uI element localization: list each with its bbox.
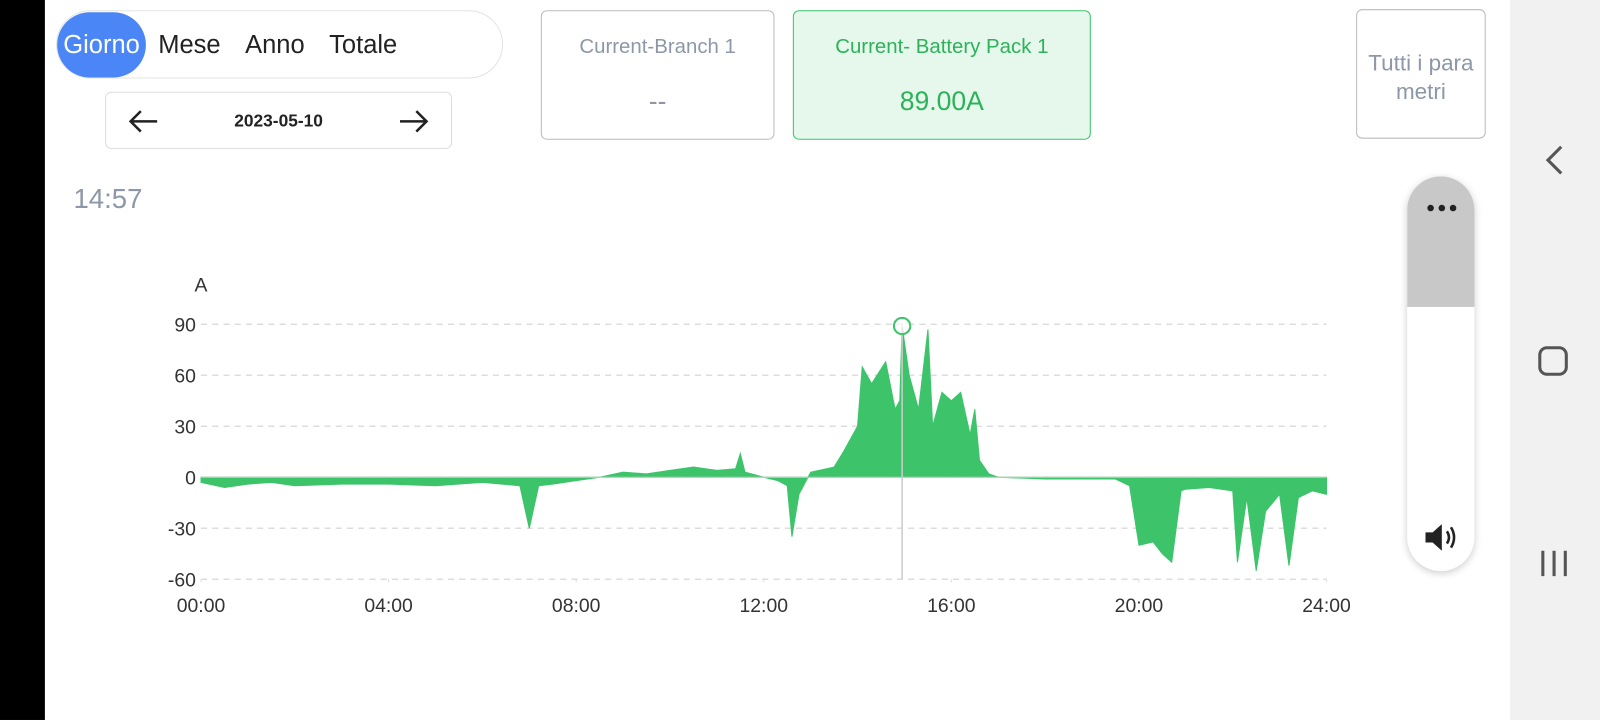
date: 2023-05-10 (234, 111, 323, 131)
cursor-point (892, 316, 912, 336)
home-button[interactable] (1537, 345, 1572, 380)
x-tick-label: 12:00 (740, 595, 789, 617)
x-tick-label: 04:00 (364, 595, 413, 617)
metric-card[interactable]: Current-Branch 1 -- (540, 10, 775, 140)
card-value: -- (648, 85, 667, 117)
time: 14:57 (73, 183, 143, 215)
left-edge (0, 0, 45, 720)
more-icon[interactable] (1425, 201, 1458, 215)
tab[interactable]: Giorno (57, 11, 146, 77)
next-arrow[interactable] (398, 107, 431, 136)
y-tick-label: 60 (174, 365, 196, 387)
y-tick-label: 90 (174, 314, 196, 336)
tab[interactable]: Anno (245, 30, 305, 59)
all-params-button[interactable]: Tutti i para metri (1356, 9, 1486, 139)
y-axis-label: A (195, 275, 208, 297)
chart: A -60 -30 0 30 60 90 00:00 04:00 08:00 12:00 16:00 2… (168, 275, 1351, 617)
x-tick-label: 08:00 (552, 595, 601, 617)
x-tick-label: 24:00 (1302, 595, 1351, 617)
date-picker: 2023-05-10 (105, 91, 453, 149)
y-tick-label: -30 (168, 518, 196, 540)
prev-arrow[interactable] (127, 107, 160, 136)
area (200, 325, 1328, 571)
recents-button[interactable] (1539, 548, 1572, 581)
tab[interactable]: Mese (158, 30, 221, 59)
y-tick-label: 30 (174, 416, 196, 438)
x-tick-label: 16:00 (927, 595, 976, 617)
card-title: Current-Branch 1 (579, 35, 736, 59)
y-tick-label: 0 (185, 467, 196, 489)
period-tabs: Giorno Mese Anno Totale (56, 10, 504, 79)
x-tick-label: 20:00 (1115, 595, 1164, 617)
back-button[interactable] (1541, 143, 1572, 180)
card-title: Current- Battery Pack 1 (835, 35, 1049, 59)
card-value: 89.00A (899, 85, 984, 117)
tab[interactable]: Totale (329, 30, 398, 59)
speaker-icon (1425, 524, 1456, 551)
nav-bar (1510, 0, 1600, 720)
metric-card[interactable]: Current- Battery Pack 1 89.00A (792, 10, 1091, 140)
y-tick-label: -60 (168, 569, 196, 591)
all-params-line: metri (1395, 78, 1446, 105)
all-params-line: Tutti i para (1368, 49, 1474, 76)
x-tick-label: 00:00 (177, 595, 226, 617)
volume-level (1407, 176, 1475, 307)
volume-panel[interactable] (1407, 176, 1475, 572)
